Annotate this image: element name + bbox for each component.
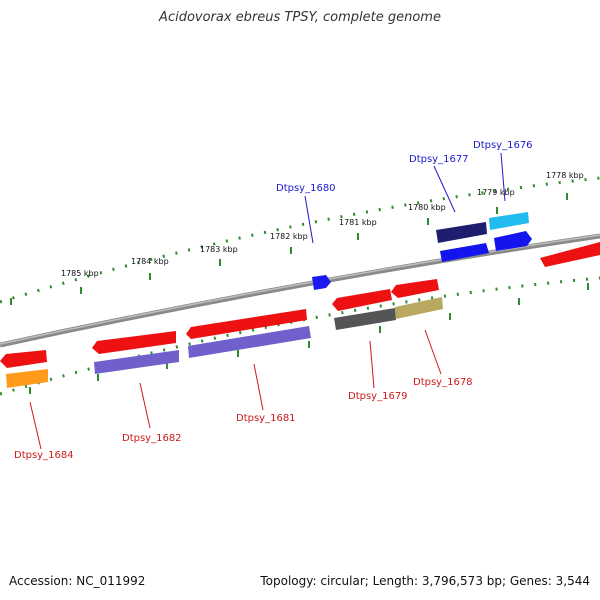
kbp-label: 1785 kbp bbox=[61, 269, 99, 278]
gene-label-1681: Dtpsy_1681 bbox=[236, 413, 296, 424]
gene-feature-1679 bbox=[332, 289, 392, 311]
gene-feature-1684 bbox=[0, 350, 47, 368]
gene-feature-1678-track2 bbox=[395, 297, 443, 319]
gene-feature-1677-bottom bbox=[440, 243, 489, 262]
kbp-label: 1778 kbp bbox=[546, 171, 584, 180]
gene-label-1680: Dtpsy_1680 bbox=[276, 183, 336, 194]
kbp-label: 1784 kbp bbox=[131, 257, 169, 266]
gene-feature-1676-top bbox=[489, 212, 529, 230]
inner-ruler-major-ticks bbox=[29, 283, 589, 394]
gene-feature-1681 bbox=[186, 309, 307, 339]
gene-label-1679: Dtpsy_1679 bbox=[348, 391, 408, 402]
outer-ruler-major-ticks bbox=[10, 193, 568, 305]
gene-feature-1682-track2 bbox=[94, 350, 179, 374]
gene-feature-1679-track2 bbox=[334, 308, 396, 330]
kbp-label: 1781 kbp bbox=[339, 218, 377, 227]
kbp-label: 1782 kbp bbox=[270, 232, 308, 241]
reverse-callouts bbox=[29, 329, 442, 450]
gene-feature-1681-track2 bbox=[188, 326, 311, 358]
gene-label-1678: Dtpsy_1678 bbox=[413, 377, 473, 388]
gene-feature-1680 bbox=[312, 275, 331, 290]
forward-callouts bbox=[304, 152, 506, 244]
gene-feature-1684-track2 bbox=[6, 369, 48, 388]
kbp-label: 1780 kbp bbox=[408, 203, 446, 212]
gene-label-1682: Dtpsy_1682 bbox=[122, 433, 182, 444]
gene-feature-1678 bbox=[391, 279, 439, 298]
gene-label-1677: Dtpsy_1677 bbox=[409, 154, 469, 165]
gene-feature-right-edge bbox=[540, 242, 600, 267]
genome-summary-text: Topology: circular; Length: 3,796,573 bp… bbox=[260, 574, 590, 588]
genome-backbone bbox=[0, 233, 600, 348]
gene-label-1676: Dtpsy_1676 bbox=[473, 140, 533, 151]
gene-feature-1677-top bbox=[436, 222, 487, 243]
accession-text: Accession: NC_011992 bbox=[9, 574, 146, 588]
kbp-label: 1783 kbp bbox=[200, 245, 238, 254]
kbp-label: 1779 kbp bbox=[477, 188, 515, 197]
gene-feature-1676-bottom bbox=[494, 231, 532, 251]
gene-label-1684: Dtpsy_1684 bbox=[14, 450, 74, 461]
gene-feature-1682 bbox=[92, 331, 176, 354]
map-title: Acidovorax ebreus TPSY, complete genome bbox=[159, 10, 441, 25]
